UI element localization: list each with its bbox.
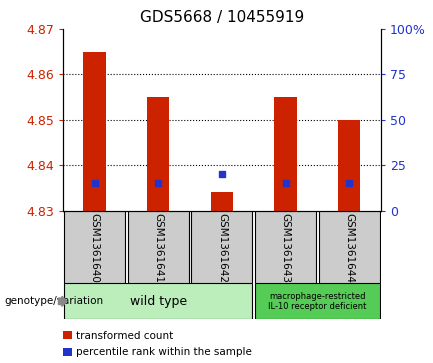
- Text: GSM1361642: GSM1361642: [217, 213, 227, 283]
- Bar: [191, 211, 252, 283]
- Text: GSM1361644: GSM1361644: [344, 213, 354, 283]
- Text: genotype/variation: genotype/variation: [4, 296, 103, 306]
- Bar: [275, 97, 297, 211]
- Text: GSM1361641: GSM1361641: [153, 213, 163, 283]
- Title: GDS5668 / 10455919: GDS5668 / 10455919: [140, 10, 304, 25]
- Bar: [255, 211, 316, 283]
- Bar: [64, 283, 252, 319]
- Text: GSM1361643: GSM1361643: [281, 213, 291, 283]
- Text: transformed count: transformed count: [76, 331, 173, 341]
- Bar: [128, 211, 189, 283]
- Bar: [211, 192, 233, 211]
- Bar: [255, 283, 380, 319]
- Bar: [147, 97, 169, 211]
- Bar: [338, 120, 360, 211]
- Text: macrophage-restricted
IL-10 receptor deficient: macrophage-restricted IL-10 receptor def…: [268, 291, 367, 311]
- Bar: [64, 211, 125, 283]
- Text: percentile rank within the sample: percentile rank within the sample: [76, 347, 252, 357]
- Bar: [84, 52, 106, 211]
- Text: GSM1361640: GSM1361640: [90, 213, 100, 282]
- Text: wild type: wild type: [130, 295, 187, 308]
- Bar: [319, 211, 380, 283]
